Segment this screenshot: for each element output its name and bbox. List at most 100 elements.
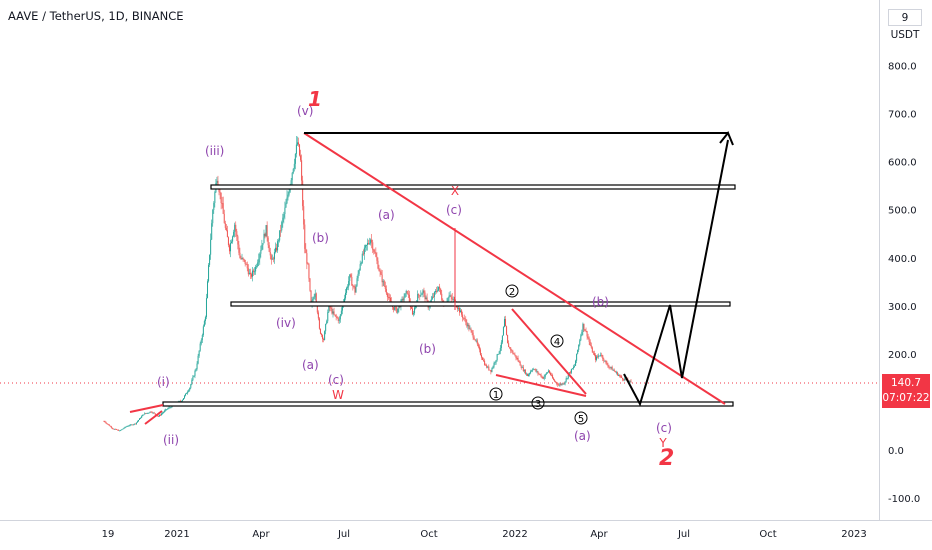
- candle-body: [357, 273, 359, 279]
- candle-body: [257, 262, 259, 267]
- candle-body: [141, 416, 143, 418]
- circled-label[interactable]: 2: [509, 287, 515, 298]
- marker-y[interactable]: Y: [658, 436, 667, 450]
- candle-body: [618, 375, 620, 376]
- candle-body: [273, 252, 275, 260]
- candle-body: [184, 395, 186, 399]
- circled-label[interactable]: 5: [578, 414, 584, 425]
- candle-body: [433, 292, 435, 297]
- y-tick-label: 800.0: [888, 62, 917, 73]
- candle-body: [576, 353, 578, 361]
- candle-body: [453, 298, 455, 300]
- candle-body: [479, 349, 481, 355]
- degree-label-2[interactable]: 2: [659, 446, 674, 471]
- wave-label[interactable]: (c): [656, 421, 672, 435]
- candle-body: [499, 347, 501, 352]
- candle-body: [420, 294, 422, 297]
- y-tick-label: 600.0: [888, 158, 917, 169]
- wedge-lower-line[interactable]: [495, 374, 587, 397]
- early-uptrend-line[interactable]: [129, 404, 164, 413]
- candle-body: [129, 424, 131, 426]
- range-box-low[interactable]: [162, 401, 734, 407]
- candle-body: [424, 292, 426, 300]
- candle-body: [410, 307, 412, 309]
- candle-body: [320, 333, 322, 336]
- wedge-upper-line[interactable]: [511, 308, 587, 395]
- candle-body: [202, 326, 204, 335]
- candle-body: [120, 430, 122, 431]
- candle-body: [188, 390, 190, 392]
- candle-body: [515, 355, 517, 359]
- candle-body: [378, 268, 380, 271]
- candle-body: [617, 375, 619, 376]
- marker-x[interactable]: X: [451, 184, 459, 198]
- range-box-high[interactable]: [210, 184, 736, 190]
- wave-label[interactable]: (a): [574, 429, 591, 443]
- wave-labels: (v) (iii) (i) (ii) (iv) (a) (c) (b) (a) …: [157, 104, 672, 447]
- wave-label[interactable]: (b): [312, 231, 329, 245]
- candle-body: [130, 424, 132, 426]
- candle-body: [150, 411, 152, 413]
- wave-label[interactable]: (ii): [163, 433, 179, 447]
- wave-label[interactable]: (b): [592, 295, 609, 309]
- candle-body: [239, 252, 241, 259]
- markers: X W Y: [332, 184, 667, 450]
- wave-label[interactable]: (c): [328, 373, 344, 387]
- candle-body: [404, 293, 406, 298]
- price-axis[interactable]: 800.0700.0600.0500.0400.0300.0200.0100.0…: [888, 62, 920, 506]
- candle-body: [345, 292, 347, 299]
- candle-body: [620, 375, 622, 377]
- candle-body: [431, 296, 433, 300]
- candle-body: [210, 239, 212, 255]
- candle-body: [606, 362, 608, 365]
- candle-body: [545, 373, 547, 375]
- candle-body: [346, 287, 348, 293]
- candle-body: [105, 422, 107, 424]
- candle-body: [230, 243, 232, 252]
- range-box-mid[interactable]: [230, 301, 731, 307]
- wave-label[interactable]: (v): [297, 104, 313, 118]
- currency-unit-label[interactable]: 9 USDT: [888, 9, 922, 41]
- candle-body: [421, 293, 423, 295]
- circled-label[interactable]: 3: [535, 399, 541, 410]
- candle-body: [542, 376, 544, 379]
- candle-body: [204, 317, 206, 321]
- candle-body: [578, 344, 580, 350]
- candle-body: [377, 260, 379, 269]
- candle-body: [169, 407, 171, 409]
- candle-body: [115, 428, 117, 430]
- candle-body: [293, 163, 295, 169]
- symbol-title[interactable]: AAVE / TetherUS, 1D, BINANCE: [8, 9, 184, 23]
- early-uptrend-line-2[interactable]: [144, 410, 163, 425]
- circled-label[interactable]: 4: [554, 337, 560, 348]
- candle-body: [144, 413, 146, 415]
- candle-body: [158, 414, 160, 417]
- candle-body: [291, 172, 293, 181]
- wave-label[interactable]: (i): [157, 375, 170, 389]
- candle-body: [278, 240, 280, 242]
- wave-label[interactable]: (b): [419, 342, 436, 356]
- candle-body: [390, 297, 392, 302]
- y-tick-label: 0.0: [888, 446, 904, 457]
- candle-body: [340, 310, 342, 315]
- candle-body: [166, 409, 168, 411]
- wave-label[interactable]: (iii): [205, 144, 224, 158]
- candle-body: [351, 277, 353, 286]
- candle-body: [149, 411, 151, 413]
- candle-body: [250, 274, 252, 277]
- candle-body: [589, 341, 591, 346]
- main-downtrend-line[interactable]: [303, 132, 726, 405]
- wave-label[interactable]: (a): [302, 358, 319, 372]
- unit-prefix: 9: [901, 12, 909, 24]
- wave-label[interactable]: (c): [446, 203, 462, 217]
- wave-label[interactable]: (a): [378, 208, 395, 222]
- wave-label[interactable]: (iv): [276, 316, 296, 330]
- marker-w[interactable]: W: [332, 388, 344, 402]
- projected-path[interactable]: [623, 139, 729, 407]
- candle-body: [295, 144, 297, 154]
- time-axis[interactable]: 19 2021 Apr Jul Oct 2022 Apr Jul Oct 2023: [102, 529, 867, 540]
- candle-body: [279, 230, 281, 241]
- circled-label[interactable]: 1: [493, 390, 499, 401]
- degree-label-1[interactable]: 1: [308, 87, 322, 111]
